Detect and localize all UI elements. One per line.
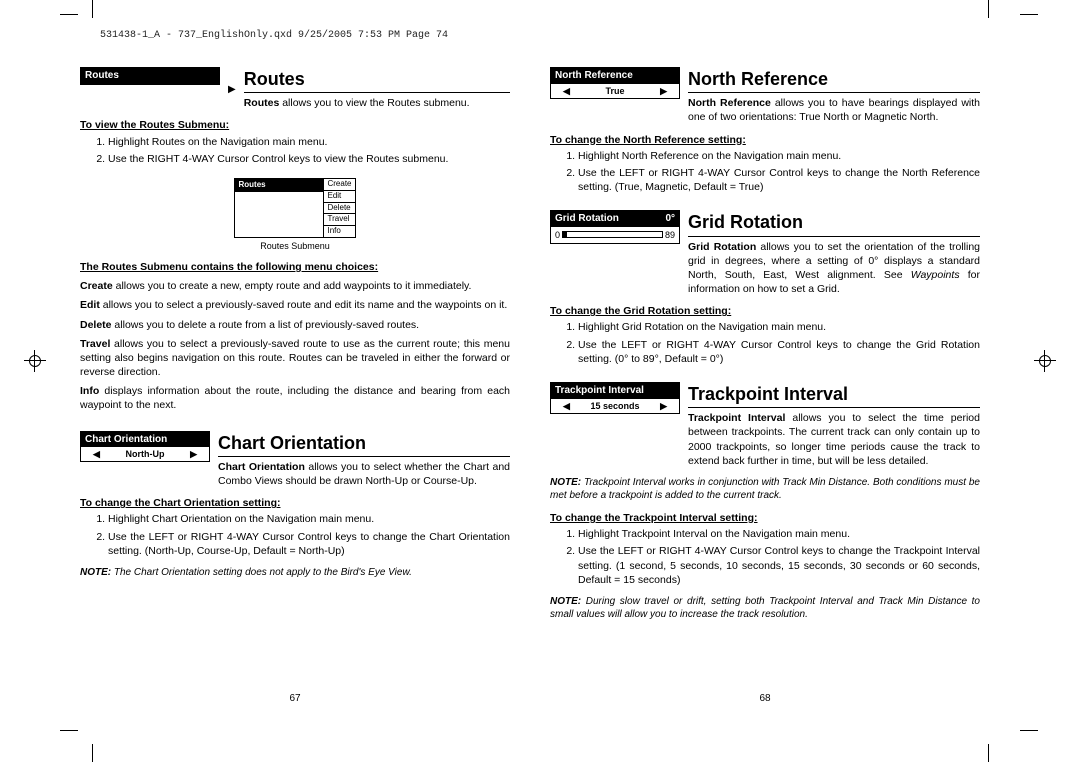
grid-menubox: Grid Rotation0° 089 [550, 210, 680, 244]
reg-mark-left [24, 350, 46, 372]
edit-para: Edit allows you to select a previously-s… [80, 298, 510, 312]
track-header: Trackpoint Interval ◀15 seconds▶ Trackpo… [550, 382, 980, 468]
travel-para: Travel allows you to select a previously… [80, 337, 510, 380]
track-note1: NOTE: Trackpoint Interval works in conju… [550, 476, 980, 503]
submenu-title: Routes [235, 179, 323, 192]
step: Highlight Chart Orientation on the Navig… [108, 512, 510, 526]
columns: Routes ▶ Routes Routes allows you to vie… [80, 61, 1000, 622]
submenu-right: Create Edit Delete Travel Info [324, 178, 355, 238]
menubox-title: Trackpoint Interval [551, 383, 679, 399]
step: Highlight Routes on the Navigation main … [108, 135, 510, 149]
step: Use the LEFT or RIGHT 4-WAY Cursor Contr… [578, 544, 980, 587]
create-para: Create allows you to create a new, empty… [80, 279, 510, 293]
menubox-title: Chart Orientation [81, 432, 209, 448]
chart-menubox: Chart Orientation ◀North-Up▶ [80, 431, 210, 463]
routes-steps1: Highlight Routes on the Navigation main … [108, 135, 510, 166]
grid-header: Grid Rotation0° 089 Grid Rotation Grid R… [550, 210, 980, 296]
pagenum-right: 68 [550, 693, 980, 704]
arrow-icon: ▶ [228, 83, 236, 97]
menubox-title: North Reference [551, 68, 679, 84]
grid-sub: To change the Grid Rotation setting: [550, 304, 980, 318]
step: Use the LEFT or RIGHT 4-WAY Cursor Contr… [578, 338, 980, 366]
track-steps: Highlight Trackpoint Interval on the Nav… [578, 527, 980, 587]
north-steps: Highlight North Reference on the Navigat… [578, 149, 980, 195]
info-para: Info displays information about the rout… [80, 384, 510, 412]
north-title: North Reference [688, 67, 980, 93]
page: 531438-1_A - 737_EnglishOnly.qxd 9/25/20… [80, 30, 1000, 710]
delete-para: Delete allows you to delete a route from… [80, 318, 510, 332]
reg-mark-right [1034, 350, 1056, 372]
track-sub: To change the Trackpoint Interval settin… [550, 511, 980, 525]
page-numbers: 67 68 [80, 693, 1000, 704]
routes-sub1: To view the Routes Submenu: [80, 118, 510, 132]
north-header: North Reference ◀True▶ North Reference N… [550, 67, 980, 125]
menubox-value: ◀True▶ [551, 84, 679, 98]
file-header: 531438-1_A - 737_EnglishOnly.qxd 9/25/20… [100, 30, 1000, 41]
step: Highlight Trackpoint Interval on the Nav… [578, 527, 980, 541]
chart-title: Chart Orientation [218, 431, 510, 457]
step: Highlight North Reference on the Navigat… [578, 149, 980, 163]
menubox-value: ◀North-Up▶ [81, 447, 209, 461]
pagenum-left: 67 [80, 693, 510, 704]
submenu-caption: Routes Submenu [234, 240, 355, 252]
track-title: Trackpoint Interval [688, 382, 980, 408]
chart-note: NOTE: The Chart Orientation setting does… [80, 566, 510, 580]
submenu-item: Travel [324, 214, 354, 226]
menubox-slider: 089 [551, 227, 679, 243]
track-menubox: Trackpoint Interval ◀15 seconds▶ [550, 382, 680, 414]
track-note2: NOTE: During slow travel or drift, setti… [550, 595, 980, 622]
left-column: Routes ▶ Routes Routes allows you to vie… [80, 61, 510, 622]
submenu-left: Routes [234, 178, 324, 238]
chart-intro: Chart Orientation allows you to select w… [218, 460, 510, 488]
right-column: North Reference ◀True▶ North Reference N… [550, 61, 980, 622]
menubox-title: Routes [81, 68, 219, 84]
routes-title: Routes [244, 67, 510, 93]
submenu-item: Info [324, 226, 354, 237]
intro-text: allows you to view the Routes submenu. [279, 97, 469, 109]
step: Use the LEFT or RIGHT 4-WAY Cursor Contr… [108, 530, 510, 558]
grid-steps: Highlight Grid Rotation on the Navigatio… [578, 320, 980, 366]
grid-intro: Grid Rotation allows you to set the orie… [688, 240, 980, 297]
submenu-item: Create [324, 179, 354, 191]
intro-bold: Routes [244, 97, 280, 109]
track-intro: Trackpoint Interval allows you to select… [688, 411, 980, 468]
chart-sub: To change the Chart Orientation setting: [80, 496, 510, 510]
north-sub: To change the North Reference setting: [550, 133, 980, 147]
menubox-value: ◀15 seconds▶ [551, 399, 679, 413]
step: Use the LEFT or RIGHT 4-WAY Cursor Contr… [578, 166, 980, 194]
north-intro: North Reference allows you to have beari… [688, 96, 980, 124]
chart-steps: Highlight Chart Orientation on the Navig… [108, 512, 510, 558]
step: Highlight Grid Rotation on the Navigatio… [578, 320, 980, 334]
menubox-title: Grid Rotation0° [551, 211, 679, 227]
north-menubox: North Reference ◀True▶ [550, 67, 680, 99]
submenu-item: Delete [324, 203, 354, 215]
submenu-item: Edit [324, 191, 354, 203]
routes-sub2: The Routes Submenu contains the followin… [80, 260, 510, 274]
routes-submenu-figure: Routes Create Edit Delete Travel Info Ro… [80, 178, 510, 252]
grid-title: Grid Rotation [688, 210, 980, 236]
routes-header: Routes ▶ Routes Routes allows you to vie… [80, 67, 510, 110]
step: Use the RIGHT 4-WAY Cursor Control keys … [108, 152, 510, 166]
chart-header: Chart Orientation ◀North-Up▶ Chart Orien… [80, 431, 510, 489]
routes-intro: Routes allows you to view the Routes sub… [244, 96, 510, 110]
routes-menubox: Routes [80, 67, 220, 85]
